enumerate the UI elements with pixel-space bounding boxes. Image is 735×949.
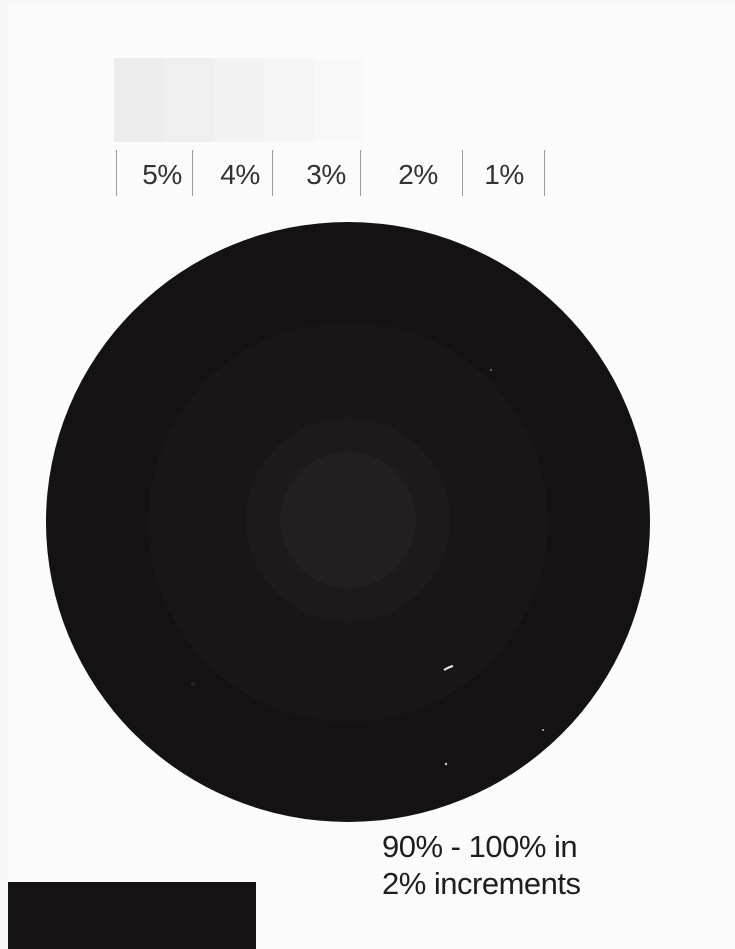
scale-divider xyxy=(116,150,117,196)
light-tone-ramp xyxy=(114,58,364,142)
caption: 90% - 100% in 2% increments xyxy=(382,828,702,902)
dust-speck xyxy=(542,729,544,731)
percent-label-4: 4% xyxy=(220,159,260,190)
dust-speck xyxy=(490,369,492,371)
caption-line-1: 90% - 100% in xyxy=(382,829,578,864)
ramp-step-4 xyxy=(164,58,214,142)
dark-tone-target xyxy=(46,222,650,822)
percent-label-3: 3% xyxy=(306,159,346,190)
black-reference-patch xyxy=(8,882,256,949)
percent-scale: 5% 4% 3% 2% 1% xyxy=(116,150,548,198)
percent-label-2: 2% xyxy=(398,159,438,190)
ramp-step-3 xyxy=(214,58,264,142)
scale-divider xyxy=(360,150,361,196)
caption-line-2: 2% increments xyxy=(382,866,581,901)
dark-ring-inner xyxy=(280,452,416,588)
scale-divider xyxy=(544,150,545,196)
scale-divider xyxy=(192,150,193,196)
ramp-step-1 xyxy=(314,58,364,142)
ramp-step-2 xyxy=(264,58,314,142)
ramp-step-5 xyxy=(114,58,164,142)
dust-speck xyxy=(443,665,454,671)
percent-label-1: 1% xyxy=(484,159,524,190)
dust-speck xyxy=(191,682,195,686)
scale-divider xyxy=(272,150,273,196)
scale-divider xyxy=(462,150,463,196)
percent-label-5: 5% xyxy=(142,159,182,190)
dust-speck xyxy=(444,762,448,766)
